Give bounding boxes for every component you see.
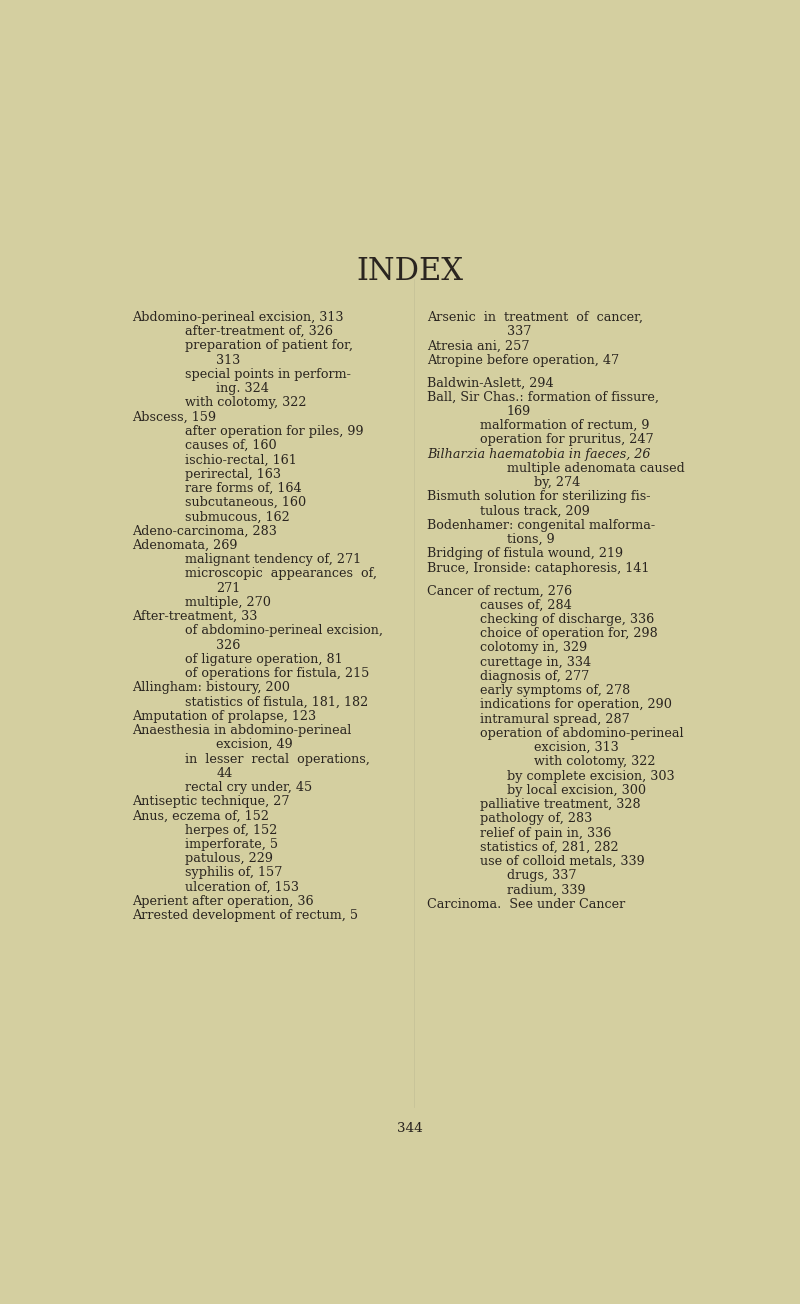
Text: palliative treatment, 328: palliative treatment, 328	[480, 798, 640, 811]
Text: Aperient after operation, 36: Aperient after operation, 36	[133, 895, 314, 908]
Text: Anus, eczema of, 152: Anus, eczema of, 152	[133, 810, 270, 823]
Text: causes of, 160: causes of, 160	[186, 439, 277, 452]
Text: indications for operation, 290: indications for operation, 290	[480, 699, 672, 712]
Text: syphilis of, 157: syphilis of, 157	[186, 866, 282, 879]
Text: colotomy in, 329: colotomy in, 329	[480, 642, 587, 655]
Text: of abdomino-perineal excision,: of abdomino-perineal excision,	[186, 625, 383, 638]
Text: Abscess, 159: Abscess, 159	[133, 411, 217, 424]
Text: use of colloid metals, 339: use of colloid metals, 339	[480, 855, 645, 868]
Text: INDEX: INDEX	[357, 256, 463, 287]
Text: herpes of, 152: herpes of, 152	[186, 824, 278, 837]
Text: statistics of, 281, 282: statistics of, 281, 282	[480, 841, 618, 854]
Text: excision, 49: excision, 49	[216, 738, 293, 751]
Text: excision, 313: excision, 313	[534, 741, 618, 754]
Text: Bruce, Ironside: cataphoresis, 141: Bruce, Ironside: cataphoresis, 141	[427, 562, 650, 575]
Text: Adenomata, 269: Adenomata, 269	[133, 539, 238, 552]
Text: by local excision, 300: by local excision, 300	[507, 784, 646, 797]
Text: of operations for fistula, 215: of operations for fistula, 215	[186, 668, 370, 679]
Text: submucous, 162: submucous, 162	[186, 510, 290, 523]
Text: imperforate, 5: imperforate, 5	[186, 838, 278, 852]
Text: 169: 169	[507, 406, 531, 417]
Text: special points in perform-: special points in perform-	[186, 368, 351, 381]
Text: microscopic  appearances  of,: microscopic appearances of,	[186, 567, 378, 580]
Text: diagnosis of, 277: diagnosis of, 277	[480, 670, 589, 683]
Text: Allingham: bistoury, 200: Allingham: bistoury, 200	[133, 681, 290, 694]
Text: relief of pain in, 336: relief of pain in, 336	[480, 827, 611, 840]
Text: Abdomino-perineal excision, 313: Abdomino-perineal excision, 313	[133, 310, 344, 323]
Text: Atresia ani, 257: Atresia ani, 257	[427, 339, 530, 352]
Text: Arrested development of rectum, 5: Arrested development of rectum, 5	[133, 909, 358, 922]
Text: Ball, Sir Chas.: formation of fissure,: Ball, Sir Chas.: formation of fissure,	[427, 391, 659, 404]
Text: preparation of patient for,: preparation of patient for,	[186, 339, 354, 352]
Text: 313: 313	[216, 353, 241, 366]
Text: Arsenic  in  treatment  of  cancer,: Arsenic in treatment of cancer,	[427, 310, 643, 323]
Text: subcutaneous, 160: subcutaneous, 160	[186, 496, 306, 509]
Text: tions, 9: tions, 9	[507, 533, 554, 546]
Text: multiple adenomata caused: multiple adenomata caused	[507, 462, 685, 475]
Text: operation of abdomino-perineal: operation of abdomino-perineal	[480, 726, 683, 739]
Text: by complete excision, 303: by complete excision, 303	[507, 769, 674, 782]
Text: multiple, 270: multiple, 270	[186, 596, 271, 609]
Text: by, 274: by, 274	[534, 476, 580, 489]
Text: tulous track, 209: tulous track, 209	[480, 505, 590, 518]
Text: checking of discharge, 336: checking of discharge, 336	[480, 613, 654, 626]
Text: 337: 337	[507, 325, 531, 338]
Text: Carcinoma.  See under Cancer: Carcinoma. See under Cancer	[427, 898, 626, 910]
Text: drugs, 337: drugs, 337	[507, 870, 576, 883]
Text: curettage in, 334: curettage in, 334	[480, 656, 591, 669]
Text: Bodenhamer: congenital malforma-: Bodenhamer: congenital malforma-	[427, 519, 655, 532]
Text: with colotomy, 322: with colotomy, 322	[534, 755, 655, 768]
Text: 326: 326	[216, 639, 241, 652]
Text: pathology of, 283: pathology of, 283	[480, 812, 592, 825]
Text: causes of, 284: causes of, 284	[480, 599, 571, 612]
Text: Bridging of fistula wound, 219: Bridging of fistula wound, 219	[427, 548, 623, 561]
Text: ulceration of, 153: ulceration of, 153	[186, 880, 299, 893]
Text: 271: 271	[216, 582, 241, 595]
Text: Bilharzia haematobia in faeces, 26: Bilharzia haematobia in faeces, 26	[427, 447, 650, 460]
Text: patulous, 229: patulous, 229	[186, 853, 274, 866]
Text: ing. 324: ing. 324	[216, 382, 269, 395]
Text: rare forms of, 164: rare forms of, 164	[186, 482, 302, 494]
Text: Anaesthesia in abdomino-perineal: Anaesthesia in abdomino-perineal	[133, 724, 352, 737]
Text: radium, 339: radium, 339	[507, 884, 586, 897]
Text: intramural spread, 287: intramural spread, 287	[480, 712, 630, 725]
Text: rectal cry under, 45: rectal cry under, 45	[186, 781, 313, 794]
Text: early symptoms of, 278: early symptoms of, 278	[480, 685, 630, 698]
Text: Adeno-carcinoma, 283: Adeno-carcinoma, 283	[133, 524, 278, 537]
Text: Bismuth solution for sterilizing fis-: Bismuth solution for sterilizing fis-	[427, 490, 650, 503]
Text: 344: 344	[397, 1121, 423, 1134]
Text: Amputation of prolapse, 123: Amputation of prolapse, 123	[133, 709, 317, 722]
Text: 44: 44	[216, 767, 233, 780]
Text: Baldwin-Aslett, 294: Baldwin-Aslett, 294	[427, 377, 554, 390]
Text: Atropine before operation, 47: Atropine before operation, 47	[427, 353, 619, 366]
Text: in  lesser  rectal  operations,: in lesser rectal operations,	[186, 752, 370, 765]
Text: After-treatment, 33: After-treatment, 33	[133, 610, 258, 623]
Text: perirectal, 163: perirectal, 163	[186, 468, 282, 481]
Text: after-treatment of, 326: after-treatment of, 326	[186, 325, 334, 338]
Text: statistics of fistula, 181, 182: statistics of fistula, 181, 182	[186, 695, 369, 708]
Text: choice of operation for, 298: choice of operation for, 298	[480, 627, 658, 640]
Text: of ligature operation, 81: of ligature operation, 81	[186, 653, 343, 666]
Text: Cancer of rectum, 276: Cancer of rectum, 276	[427, 584, 572, 597]
Text: Antiseptic technique, 27: Antiseptic technique, 27	[133, 795, 290, 808]
Text: with colotomy, 322: with colotomy, 322	[186, 396, 306, 409]
Text: operation for pruritus, 247: operation for pruritus, 247	[480, 433, 654, 446]
Text: ischio-rectal, 161: ischio-rectal, 161	[186, 454, 297, 467]
Text: malignant tendency of, 271: malignant tendency of, 271	[186, 553, 362, 566]
Text: after operation for piles, 99: after operation for piles, 99	[186, 425, 364, 438]
Text: malformation of rectum, 9: malformation of rectum, 9	[480, 419, 650, 432]
